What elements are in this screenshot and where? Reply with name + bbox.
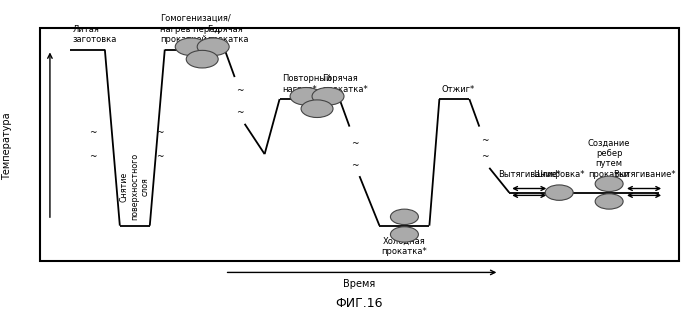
Circle shape — [595, 176, 623, 192]
Text: ФИГ.16: ФИГ.16 — [336, 297, 383, 310]
Circle shape — [175, 38, 207, 56]
Text: Литая
заготовка: Литая заготовка — [73, 25, 117, 44]
Circle shape — [391, 227, 419, 242]
Text: ~: ~ — [156, 128, 164, 137]
Text: ~: ~ — [480, 136, 488, 145]
Text: Время: Время — [343, 279, 375, 289]
Text: ~: ~ — [351, 160, 359, 170]
Circle shape — [545, 185, 573, 200]
Text: Снятие
поверхностного
слоя: Снятие поверхностного слоя — [120, 153, 150, 220]
Circle shape — [290, 87, 322, 105]
Text: Отжиг*: Отжиг* — [442, 84, 475, 93]
Text: Горячая
прокатка: Горячая прокатка — [207, 25, 249, 44]
Text: Горячая
прокатка*: Горячая прокатка* — [322, 74, 368, 93]
Text: Повторный
нагрев*: Повторный нагрев* — [282, 74, 331, 93]
Circle shape — [301, 100, 333, 118]
Text: Вытягивание*: Вытягивание* — [613, 170, 675, 179]
Circle shape — [595, 194, 623, 209]
Text: ~: ~ — [480, 152, 488, 161]
Text: ~: ~ — [236, 108, 243, 117]
Text: Температура: Температура — [3, 112, 13, 180]
Circle shape — [197, 38, 229, 56]
Bar — [40, 27, 679, 261]
Circle shape — [312, 87, 344, 105]
Circle shape — [186, 50, 218, 68]
Text: ~: ~ — [351, 139, 359, 148]
Text: Создание
ребер
путем
прокатки: Создание ребер путем прокатки — [588, 139, 630, 179]
Text: ~: ~ — [236, 86, 243, 95]
Text: Вытягивание*: Вытягивание* — [498, 170, 561, 179]
Text: ~: ~ — [156, 152, 164, 161]
Circle shape — [391, 209, 419, 224]
Text: Холодная
прокатка*: Холодная прокатка* — [382, 237, 427, 256]
Text: Гомогенизация/
нагрев перед
прокаткой: Гомогенизация/ нагрев перед прокаткой — [160, 14, 231, 44]
Text: Шлифовка*: Шлифовка* — [533, 170, 585, 179]
Text: ~: ~ — [89, 152, 96, 161]
Text: ~: ~ — [89, 128, 96, 137]
